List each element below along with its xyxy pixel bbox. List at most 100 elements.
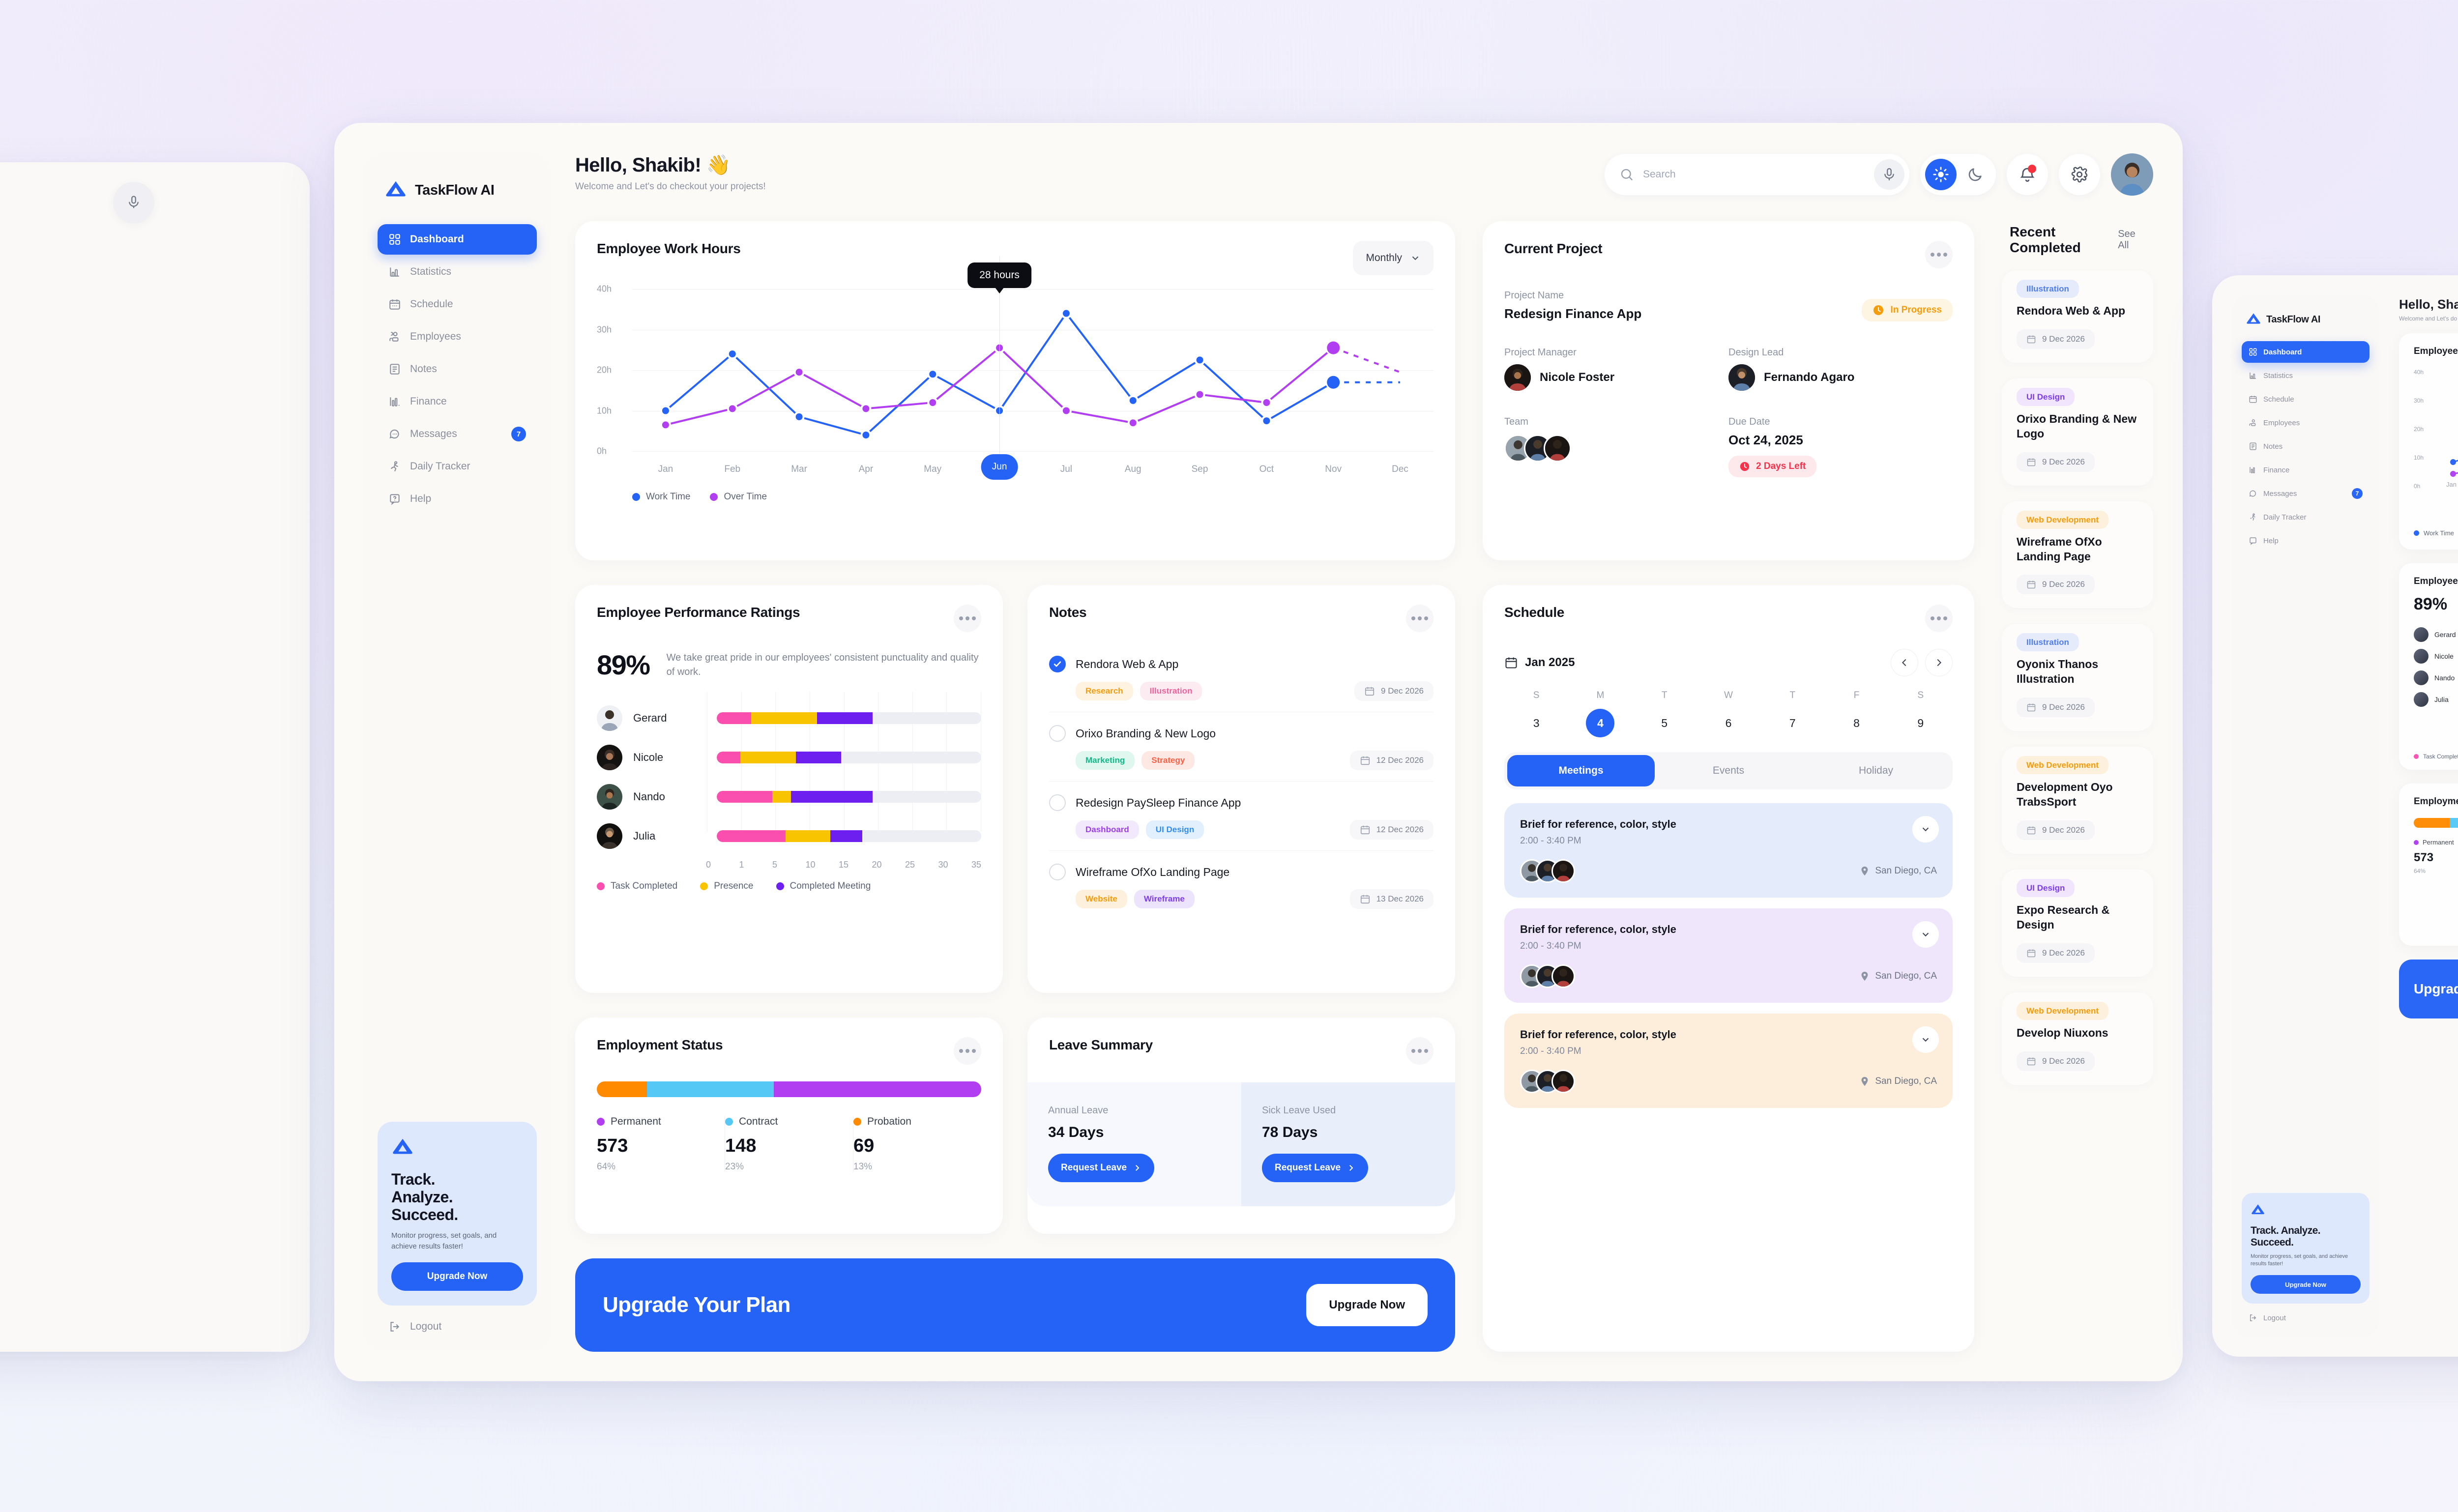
tab-holiday[interactable]: Holiday [1858,765,1894,776]
banner-upgrade-button[interactable]: Upgrade Now [1306,1284,1428,1326]
card-header: Schedule [1483,585,1974,632]
sidebar-item-dashboard[interactable]: Dashboard [2242,341,2370,363]
theme-dark-option[interactable] [1960,159,1991,190]
team-avatars[interactable] [1504,435,1728,462]
list-item[interactable]: Brief for reference, color, style 2:00 -… [1504,908,1953,1003]
more-options-button[interactable] [1406,1037,1434,1065]
voice-search-button[interactable] [1874,159,1904,190]
logout-button[interactable]: Logout [2242,1304,2370,1322]
more-options-button[interactable] [1925,241,1953,268]
manager-name: Nicole Foster [1540,371,1615,384]
expand-meeting-button[interactable] [1912,921,1939,948]
user-avatar[interactable] [2111,153,2153,196]
calendar-day[interactable]: 3 [1533,716,1540,729]
list-item[interactable]: Illustration Oyonix Thanos Illustration … [2002,624,2153,731]
list-item[interactable]: Wireframe OfXo Landing Page Website Wire… [1049,851,1434,920]
help-icon [390,494,400,505]
list-item[interactable]: Illustration Rendora Web & App 9 Dec 202… [2002,270,2153,363]
sidebar-item-daily-tracker[interactable]: Daily Tracker [378,451,537,482]
upgrade-banner: Upgrade Your Plan Upgrade Now [575,1258,1455,1352]
note-checkbox[interactable] [1049,794,1066,811]
calendar-day-selected[interactable]: 4 [1586,709,1615,737]
status-badge: Illustration [1140,682,1202,700]
x-tick: Apr [858,464,874,474]
sidebar-item-finance[interactable]: Finance [2242,459,2370,481]
more-options-button[interactable] [954,1037,981,1065]
sidebar-item-schedule[interactable]: Schedule [2242,388,2370,410]
note-checkbox[interactable] [1049,864,1066,880]
meeting-location: San Diego, CA [1859,971,1937,982]
list-item[interactable]: Web Development Develop Niuxons 9 Dec 20… [2002,992,2153,1085]
list-item[interactable]: Brief for reference, color, style 2:00 -… [1504,803,1953,898]
calendar-day[interactable]: 9 [1917,716,1924,729]
search-bar[interactable] [1605,154,1909,195]
see-all-link[interactable]: See All [2118,229,2136,251]
note-date: 12 Dec 2026 [1349,820,1434,840]
sidebar-item-employees[interactable]: Employees [2242,412,2370,434]
stat-label: Probation [867,1116,911,1127]
period-select[interactable]: Monthly [1353,241,1434,275]
calendar-day[interactable]: 6 [1725,716,1732,729]
meetings-list: Brief for reference, color, style 2:00 -… [1483,789,1974,1126]
due-badge: 2 Days Left [1728,456,1817,477]
performance-bar [717,752,981,763]
list-item[interactable]: UI Design Orixo Branding & New Logo 9 De… [2002,378,2153,486]
design-lead: Fernando Agaro [1728,364,1953,391]
list-item[interactable]: Web Development Development Oyo TrabsSpo… [2002,747,2153,854]
list-item[interactable]: Brief for reference, color, style 2:00 -… [1504,1014,1953,1108]
calendar-icon [2027,703,2036,712]
search-input[interactable] [1643,169,1865,180]
note-checkbox[interactable] [1049,725,1066,742]
sidebar-item-schedule[interactable]: Schedule [378,289,537,320]
sidebar-item-help[interactable]: Help [378,484,537,514]
request-annual-leave-button[interactable]: Request Leave [1048,1154,1155,1182]
theme-toggle[interactable] [1920,154,1996,195]
promo-upgrade-button[interactable]: Upgrade Now [2251,1275,2361,1294]
tab-events[interactable]: Events [1712,765,1745,776]
calendar-nav [1891,649,1953,676]
document-icon [2250,442,2256,450]
due-date-value: Oct 24, 2025 [1728,433,1803,447]
tab-meetings[interactable]: Meetings [1507,755,1655,786]
taskflow-logo-icon [2247,313,2260,324]
request-sick-leave-button[interactable]: Request Leave [1262,1154,1369,1182]
notifications-button[interactable] [2007,154,2048,195]
note-checkbox[interactable] [1049,656,1066,672]
list-item[interactable]: UI Design Expo Research & Design 9 Dec 2… [2002,870,2153,977]
calendar-day[interactable]: 8 [1853,716,1860,729]
more-options-button[interactable] [1406,605,1434,632]
sidebar-item-daily-tracker[interactable]: Daily Tracker [2242,506,2370,528]
theme-light-option[interactable] [1925,159,1957,190]
sidebar-item-statistics[interactable]: Statistics [2242,365,2370,386]
promo-upgrade-button[interactable]: Upgrade Now [391,1262,523,1291]
sidebar-item-employees[interactable]: Employees [378,321,537,352]
sidebar-item-dashboard[interactable]: Dashboard [378,224,537,255]
more-options-button[interactable] [954,605,981,632]
list-item[interactable]: Orixo Branding & New Logo Marketing Stra… [1049,712,1434,782]
recent-item-name: Expo Research & Design [2017,903,2110,931]
expand-meeting-button[interactable] [1912,816,1939,843]
list-item[interactable]: Rendora Web & App Research Illustration … [1049,643,1434,712]
project-manager-label: Project Manager [1504,347,1577,358]
sidebar-item-finance[interactable]: Finance [378,386,537,417]
sidebar-item-messages[interactable]: Messages 7 [2242,483,2370,504]
sidebar-item-label: Finance [2263,465,2290,474]
list-item[interactable]: Redesign PaySleep Finance App Dashboard … [1049,782,1434,851]
calendar-prev-button[interactable] [1891,649,1918,676]
list-item[interactable]: Web Development Wireframe OfXo Landing P… [2002,501,2153,609]
sidebar-item-messages[interactable]: Messages 7 [378,419,537,449]
meeting-title: Brief for reference, color, style [1520,818,1676,830]
selected-month-pill[interactable]: Jun [981,454,1018,480]
sidebar-item-notes[interactable]: Notes [2242,436,2370,457]
calendar-month-label: Jan 2025 [1525,656,1575,669]
expand-meeting-button[interactable] [1912,1026,1939,1053]
logout-button[interactable]: Logout [378,1306,537,1335]
calendar-day[interactable]: 7 [1789,716,1796,729]
more-options-button[interactable] [1925,605,1953,632]
settings-button[interactable] [2059,154,2100,195]
sidebar-item-notes[interactable]: Notes [378,354,537,384]
sidebar-item-help[interactable]: Help [2242,530,2370,552]
calendar-next-button[interactable] [1925,649,1953,676]
calendar-day[interactable]: 5 [1661,716,1668,729]
sidebar-item-statistics[interactable]: Statistics [378,257,537,287]
